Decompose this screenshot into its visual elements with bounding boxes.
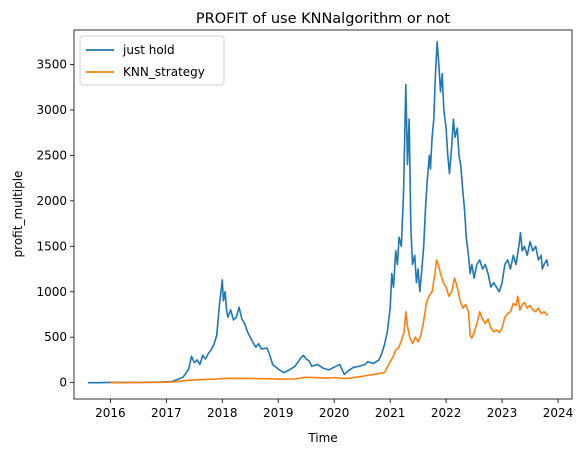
series-line-knn-strategy [110, 259, 549, 384]
legend: just hold KNN_strategy [79, 35, 225, 86]
y-tick-label: 2000 [36, 194, 67, 208]
x-tick-label: 2019 [263, 406, 294, 420]
y-axis: 0 500 1000 1500 2000 2500 3000 3500 [36, 58, 74, 390]
x-tick-label: 2017 [151, 406, 182, 420]
y-tick-label: 2500 [36, 148, 67, 162]
x-tick-label: 2018 [207, 406, 238, 420]
y-tick-label: 3500 [36, 58, 67, 72]
series-line-just-hold [87, 41, 549, 384]
series-layer [87, 41, 549, 384]
chart-title: PROFIT of use KNNalgorithm or not [196, 11, 450, 27]
x-tick-label: 2022 [431, 406, 462, 420]
x-tick-label: 2021 [375, 406, 406, 420]
y-axis-label: profit_multiple [11, 171, 25, 258]
y-tick-label: 500 [44, 330, 67, 344]
y-tick-label: 3000 [36, 103, 67, 117]
legend-label-just-hold: just hold [122, 43, 175, 57]
x-axis: 2016 2017 2018 2019 2020 2021 2022 2023 2024 [95, 399, 573, 420]
plot-frame [73, 29, 573, 400]
y-tick-label: 1500 [36, 239, 67, 253]
x-tick-label: 2016 [95, 406, 126, 420]
x-axis-label: Time [307, 431, 337, 445]
y-tick-label: 0 [59, 376, 67, 390]
x-tick-label: 2020 [319, 406, 350, 420]
legend-box [79, 35, 225, 86]
x-tick-label: 2023 [487, 406, 518, 420]
x-tick-label: 2024 [543, 406, 574, 420]
y-tick-label: 1000 [36, 285, 67, 299]
legend-label-knn-strategy: KNN_strategy [123, 65, 205, 79]
